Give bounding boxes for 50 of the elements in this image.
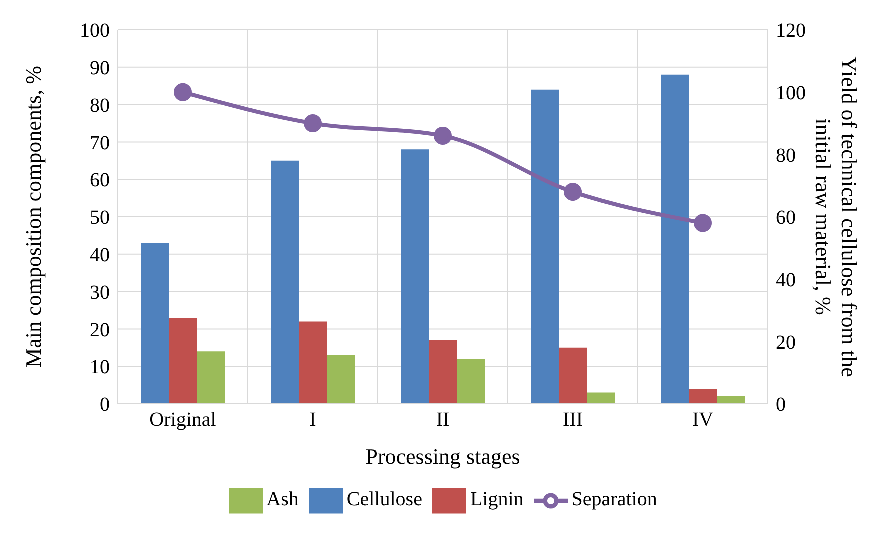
bar: [327, 355, 356, 404]
point: [564, 183, 582, 202]
y2-tick-label: 100: [776, 82, 806, 104]
bar: [661, 74, 690, 404]
y-tick-label: 20: [90, 319, 110, 342]
bar: [531, 90, 560, 404]
y-tick-label: 70: [90, 132, 110, 154]
bar: [587, 392, 616, 404]
point: [174, 83, 192, 102]
y2-tick-label: 60: [776, 207, 796, 230]
y-tick-label: 0: [100, 394, 110, 416]
point: [304, 114, 322, 132]
y2-tick-label: 80: [776, 144, 796, 167]
x-axis-title: Processing stages: [366, 444, 520, 469]
bar: [689, 389, 718, 404]
x-tick-label: Original: [150, 409, 217, 432]
y-tick-label: 60: [90, 170, 110, 192]
y-tick-label: 90: [90, 58, 110, 80]
bar: [401, 150, 430, 404]
bar: [169, 318, 198, 404]
bar: [197, 352, 226, 404]
legend-label: Ash: [266, 488, 299, 511]
y2-tick-label: 120: [776, 20, 806, 42]
x-tick-label: I: [310, 409, 316, 432]
y2-tick-label: 40: [776, 269, 796, 292]
bar: [429, 340, 458, 404]
y-tick-label: 40: [90, 244, 110, 266]
x-tick-label: IV: [692, 409, 714, 432]
y2-tick-label: 20: [776, 332, 796, 354]
point: [434, 126, 452, 145]
y-tick-label: 80: [90, 94, 110, 117]
legend-label: Separation: [572, 488, 658, 511]
y-tick-label: 50: [90, 207, 110, 230]
bar: [457, 359, 486, 404]
bar: [559, 348, 588, 404]
x-tick-label: II: [436, 409, 450, 432]
x-tick-label: III: [563, 409, 583, 432]
y-tick-label: 10: [90, 356, 110, 379]
y-tick-label: 100: [80, 20, 110, 42]
bar: [299, 322, 328, 404]
y2-axis-title: Yield of technical cellulose from the initial raw material, %: [811, 56, 862, 378]
y2-tick-label: 0: [776, 394, 786, 416]
legend-label: Cellulose: [346, 488, 422, 511]
bar: [271, 160, 300, 404]
y-axis-title: Main composition components, %: [20, 66, 46, 368]
bar: [141, 243, 170, 404]
y-tick-label: 30: [90, 282, 110, 304]
bar: [717, 396, 746, 404]
legend-label: Lignin: [470, 488, 524, 511]
point: [694, 214, 712, 232]
